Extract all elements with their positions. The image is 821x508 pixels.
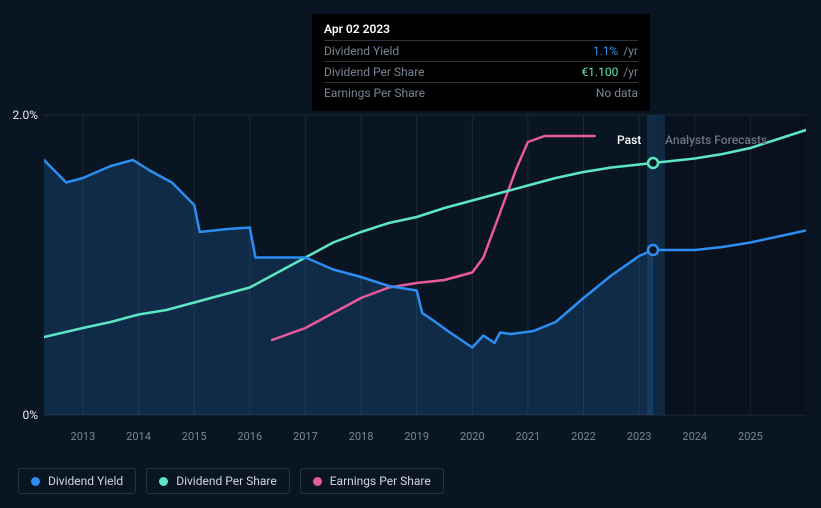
x-axis-tick-label: 2023: [627, 430, 652, 443]
tooltip-row-label: Dividend Per Share: [324, 65, 425, 79]
tooltip-row: Dividend Yield 1.1% /yr: [324, 40, 638, 61]
x-axis-tick-label: 2021: [516, 430, 541, 443]
x-axis-tick-label: 2024: [682, 430, 707, 443]
legend-dot: [31, 477, 40, 486]
tooltip-row-label: Earnings Per Share: [324, 86, 425, 100]
forecast-label: Analysts Forecasts: [665, 133, 767, 147]
tooltip-row: Earnings Per Share No data: [324, 82, 638, 103]
x-axis-tick-label: 2015: [182, 430, 207, 443]
legend: Dividend Yield Dividend Per Share Earnings…: [18, 468, 444, 494]
legend-label: Earnings Per Share: [330, 474, 431, 488]
tooltip-row-value: €1.100 /yr: [581, 65, 638, 79]
legend-item[interactable]: Dividend Yield: [18, 468, 136, 494]
legend-label: Dividend Yield: [48, 474, 123, 488]
legend-label: Dividend Per Share: [176, 474, 277, 488]
x-axis-tick-label: 2018: [349, 430, 374, 443]
x-axis-tick-label: 2025: [738, 430, 763, 443]
tooltip-row-value: No data: [596, 86, 638, 100]
tooltip-rows: Dividend Yield 1.1% /yr Dividend Per Share…: [324, 40, 638, 103]
x-axis-tick-label: 2019: [404, 430, 429, 443]
y-axis-tick-label: 2.0%: [13, 108, 38, 122]
legend-dot: [313, 477, 322, 486]
x-axis-tick-label: 2013: [71, 430, 96, 443]
legend-item[interactable]: Earnings Per Share: [300, 468, 444, 494]
hover-tooltip: Apr 02 2023 Dividend Yield1.1% /yrDivide…: [312, 14, 650, 111]
x-axis-tick-label: 2016: [237, 430, 262, 443]
tooltip-date: Apr 02 2023: [324, 22, 638, 36]
x-axis: 2013 2014 2015 2016 2017 2018 2019 2020 2021 2022…: [44, 430, 806, 450]
x-axis-tick-label: 2014: [126, 430, 151, 443]
tooltip-row: Dividend Per Share €1.100 /yr: [324, 61, 638, 82]
tooltip-row-label: Dividend Yield: [324, 44, 399, 58]
x-axis-tick-label: 2017: [293, 430, 318, 443]
x-axis-tick-label: 2020: [460, 430, 485, 443]
legend-dot: [159, 477, 168, 486]
tooltip-row-value: 1.1% /yr: [593, 44, 638, 58]
past-label: Past: [617, 133, 641, 147]
legend-item[interactable]: Dividend Per Share: [146, 468, 290, 494]
y-axis-tick-label: 0%: [22, 408, 38, 422]
x-axis-tick-label: 2022: [571, 430, 596, 443]
